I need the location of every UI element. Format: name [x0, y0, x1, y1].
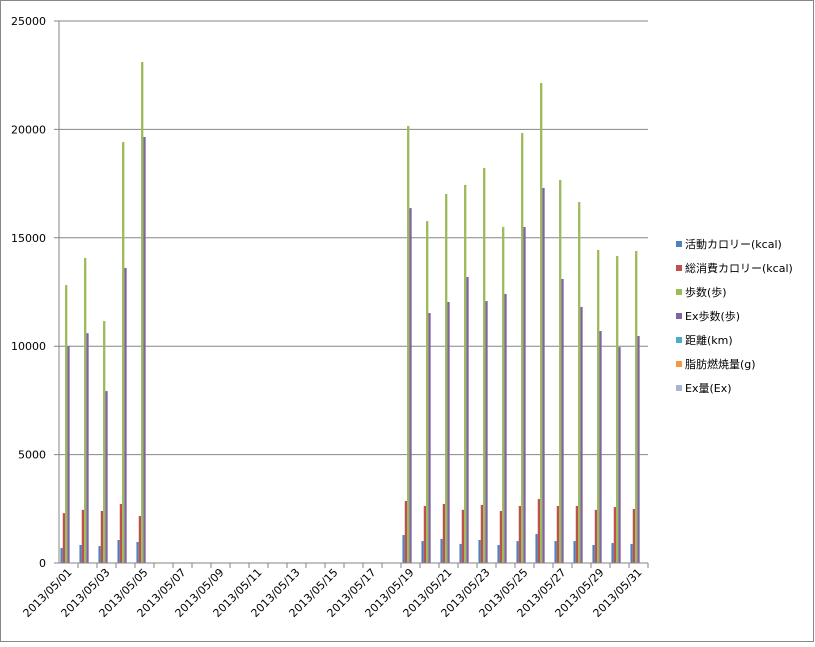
bar: [407, 125, 410, 563]
legend-label: 活動カロリー(kcal): [685, 237, 782, 251]
bar: [79, 545, 82, 563]
bar: [592, 545, 595, 563]
bar: [540, 83, 543, 564]
bar: [466, 277, 469, 563]
legend-label: 距離(km): [685, 333, 733, 347]
legend-label: Ex歩数(歩): [685, 309, 740, 323]
bar: [561, 278, 564, 563]
bar: [537, 499, 541, 563]
bar: [98, 546, 101, 563]
bar: [594, 509, 598, 563]
bar: [575, 505, 579, 563]
bar: [421, 541, 424, 563]
bar: [86, 333, 89, 563]
y-tick-label: 5000: [18, 449, 46, 462]
y-tick-label: 20000: [11, 123, 46, 136]
bar: [464, 184, 467, 563]
bar: [518, 505, 522, 563]
bar: [499, 510, 503, 563]
bar: [599, 331, 602, 563]
bar: [478, 540, 481, 563]
legend-label: Ex量(Ex): [685, 382, 732, 395]
legend-marker: [676, 265, 682, 271]
bar: [122, 141, 125, 563]
bar: [138, 515, 142, 563]
legend-marker: [676, 289, 682, 295]
legend-label: 総消費カロリー(kcal): [685, 261, 793, 275]
bar: [523, 226, 526, 563]
bar: [105, 391, 108, 563]
bar: [65, 285, 68, 563]
legend-label: 脂肪燃焼量(g): [685, 357, 756, 371]
bar: [504, 293, 507, 563]
bar: [613, 507, 617, 563]
legend-marker: [676, 241, 682, 247]
bar: [632, 509, 636, 563]
y-tick-label: 25000: [11, 15, 46, 28]
bar: [100, 510, 104, 563]
legend-marker: [676, 361, 682, 367]
bar: [535, 533, 538, 563]
bar: [630, 543, 633, 563]
bar: [497, 545, 500, 563]
bar: [119, 504, 123, 563]
bar: [635, 251, 638, 564]
bar: [442, 504, 446, 563]
bar: [117, 540, 120, 563]
bar: [542, 187, 545, 563]
bar: [124, 267, 127, 563]
bar: [440, 538, 443, 563]
bar: [521, 133, 524, 563]
bar: [618, 347, 621, 563]
bar: [402, 535, 405, 563]
bar: [485, 301, 488, 563]
bar: [141, 61, 144, 564]
bar: [404, 500, 408, 563]
bar: [616, 256, 619, 563]
bar: [559, 179, 562, 563]
bar: [483, 167, 486, 563]
bar: [516, 541, 519, 563]
bar: [502, 226, 505, 563]
bar: [423, 505, 427, 563]
bar: [136, 541, 139, 563]
bar: [556, 505, 560, 563]
bar: [60, 548, 63, 563]
legend-marker: [676, 313, 682, 319]
bar: [103, 321, 106, 563]
bar: [554, 541, 557, 563]
bar: [409, 208, 412, 564]
bar: [597, 249, 600, 563]
bar: [461, 509, 465, 563]
y-tick-label: 15000: [11, 232, 46, 245]
bar: [447, 301, 450, 563]
legend-marker: [676, 337, 682, 343]
bar: [578, 202, 581, 563]
y-tick-label: 0: [39, 557, 46, 570]
bar: [637, 336, 640, 563]
bar: [459, 543, 462, 563]
bar: [62, 513, 66, 563]
y-tick-label: 10000: [11, 340, 46, 353]
bar: [67, 346, 70, 563]
bar: [480, 504, 484, 563]
bar: [426, 221, 429, 564]
bar: [81, 509, 85, 563]
legend-label: 歩数(歩): [685, 285, 727, 299]
bar: [84, 257, 87, 563]
bar: [573, 541, 576, 563]
bar: [445, 194, 448, 563]
bar: [580, 306, 583, 563]
bar: [143, 136, 146, 563]
legend-marker: [676, 385, 682, 391]
bar: [611, 543, 614, 563]
bar: [428, 313, 431, 563]
